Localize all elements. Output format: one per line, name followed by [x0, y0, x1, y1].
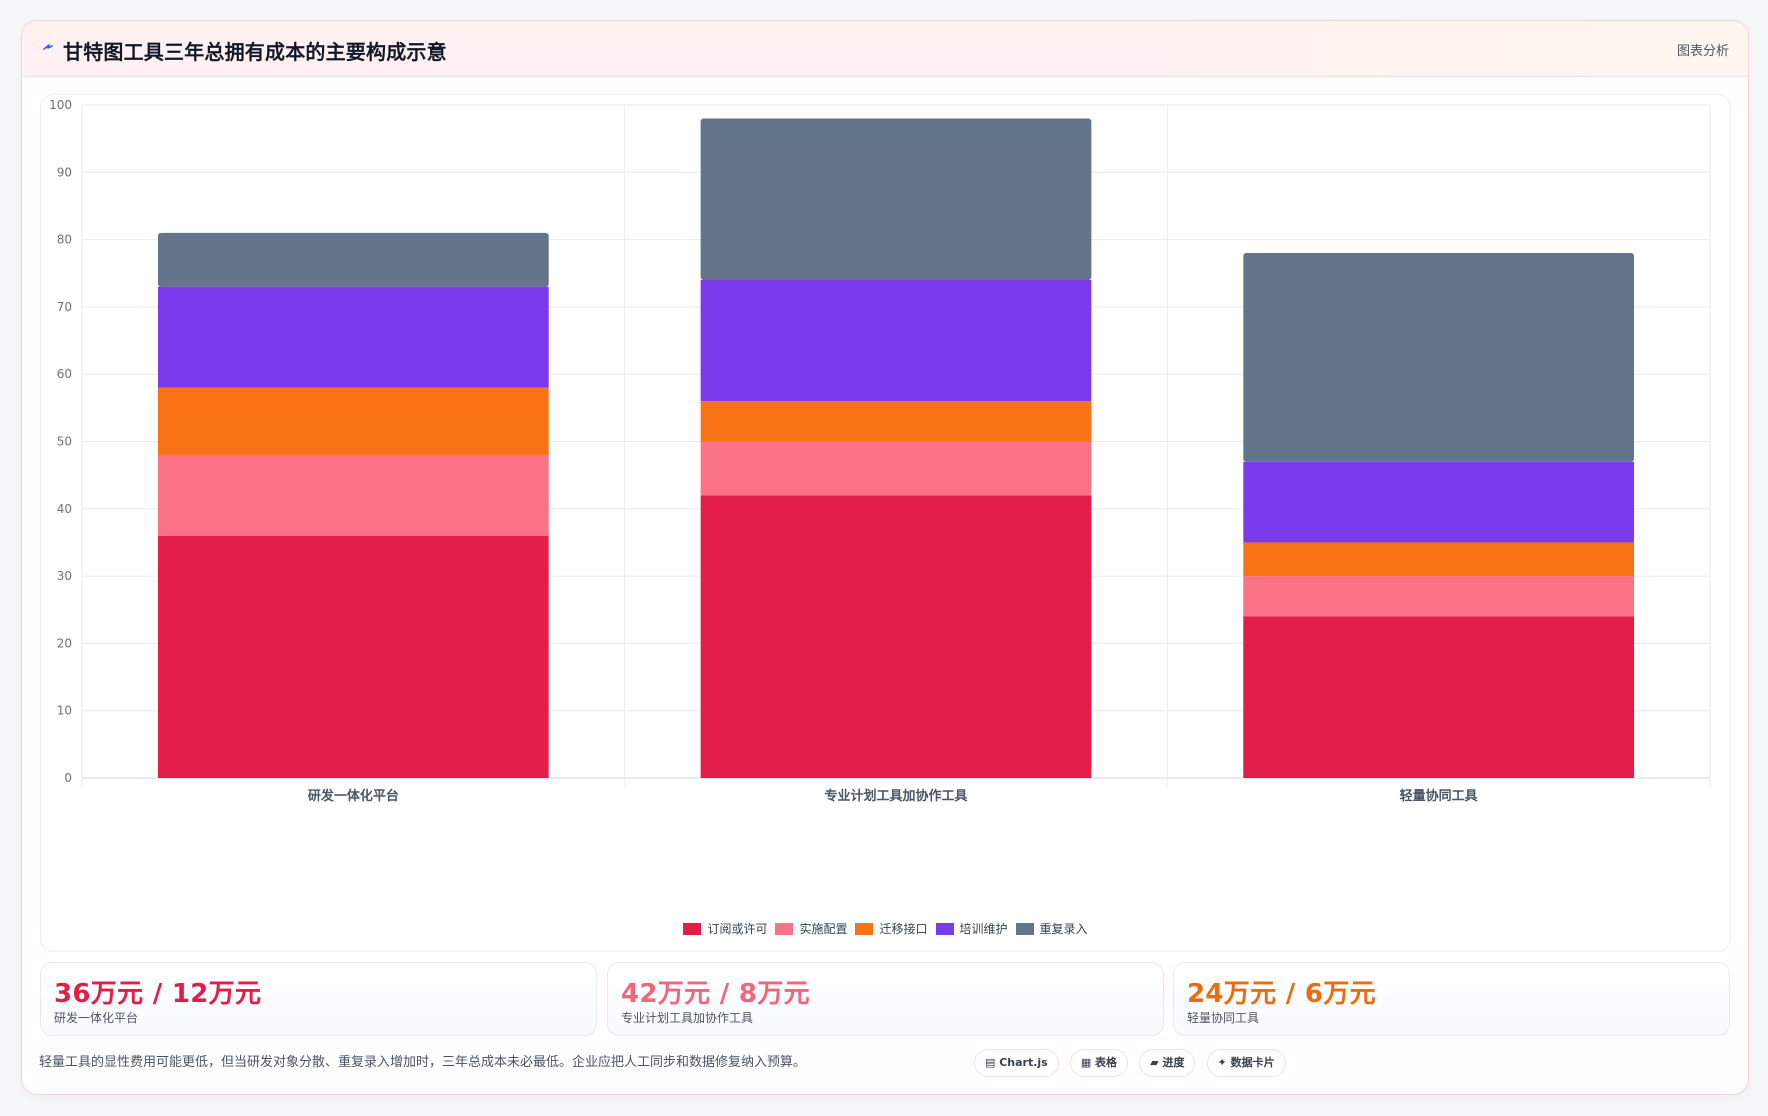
x-tick-label: 研发一体化平台 — [308, 788, 399, 804]
legend-label: 实施配置 — [799, 922, 848, 936]
y-tick-label: 50 — [57, 435, 72, 449]
bar-segment — [157, 232, 549, 287]
feature-chips: ▤ Chart.js ▦ 表格 ▰ 进度 ✦ 数据卡片 — [974, 1049, 1292, 1079]
bar-segment — [157, 387, 549, 455]
chart-card: 甘特图工具三年总拥有成本的主要构成示意 图表分析 0 10 20 30 40 50 60 70… — [21, 20, 1749, 1095]
card-header: 甘特图工具三年总拥有成本的主要构成示意 图表分析 — [22, 21, 1748, 77]
stat-label: 研发一体化平台 — [54, 1011, 139, 1025]
chart-legend: 订阅或许可 实施配置 迁移接口 培训维护 重复录入 — [41, 920, 1730, 940]
bar-segment — [700, 441, 1092, 496]
stat-value: 36万元 / 12万元 — [54, 979, 262, 1009]
stat-value: 24万元 / 6万元 — [1187, 979, 1376, 1009]
legend-label: 订阅或许可 — [707, 922, 768, 936]
bar-segment — [157, 535, 549, 778]
chip-table[interactable]: ▦ 表格 — [1069, 1049, 1129, 1077]
legend-item[interactable]: 迁移接口 — [855, 920, 928, 937]
legend-swatch — [683, 922, 702, 935]
stat-value: 42万元 / 8万元 — [621, 979, 810, 1009]
legend-swatch — [855, 922, 874, 935]
bar-segment — [157, 286, 549, 388]
chart-panel: 0 10 20 30 40 50 60 70 80 90 100 研发一体化平台 专业计划工具加协作工具… — [40, 94, 1731, 952]
stat-label: 轻量协同工具 — [1187, 1011, 1260, 1025]
stat-card-lightweight: 24万元 / 6万元 轻量协同工具 — [1173, 962, 1730, 1036]
bar-segment — [700, 118, 1092, 280]
legend-swatch — [775, 922, 794, 935]
y-tick-label: 30 — [57, 569, 72, 583]
y-tick-label: 80 — [57, 233, 72, 247]
stat-card-rd-platform: 36万元 / 12万元 研发一体化平台 — [40, 962, 597, 1036]
chip-progress[interactable]: ▰ 进度 — [1139, 1049, 1196, 1077]
chip-data-card[interactable]: ✦ 数据卡片 — [1206, 1049, 1286, 1077]
legend-item[interactable]: 订阅或许可 — [683, 920, 767, 937]
bar-segment — [700, 401, 1092, 442]
y-tick-label: 60 — [57, 367, 72, 381]
y-tick-label: 20 — [57, 636, 72, 650]
legend-label: 迁移接口 — [879, 922, 928, 936]
bar-segment — [1243, 616, 1635, 778]
bar-segment — [157, 454, 549, 536]
bar-segment — [1243, 576, 1635, 617]
legend-swatch — [935, 922, 954, 935]
legend-label: 培训维护 — [959, 922, 1008, 936]
footnote: 轻量工具的显性费用可能更低，但当研发对象分散、重复录入增加时，三年总成本未必最低… — [39, 1055, 807, 1070]
bar-segment — [1243, 542, 1635, 577]
bar-segment — [1243, 253, 1635, 462]
lightning-icon — [43, 44, 53, 50]
stat-label: 专业计划工具加协作工具 — [621, 1011, 754, 1025]
y-tick-label: 0 — [64, 771, 72, 785]
stacked-bar-chart: 0 10 20 30 40 50 60 70 80 90 100 研发一体化平台 专业计划工具加协作工具… — [49, 98, 1711, 804]
legend-item[interactable]: 实施配置 — [775, 920, 847, 937]
y-tick-label: 10 — [57, 704, 72, 718]
stat-card-pro-planning: 42万元 / 8万元 专业计划工具加协作工具 — [607, 962, 1164, 1036]
bar-segment — [700, 495, 1092, 778]
x-tick-label: 专业计划工具加协作工具 — [824, 788, 967, 804]
legend-swatch — [1015, 922, 1034, 935]
x-tick-label: 轻量协同工具 — [1400, 788, 1478, 804]
legend-item[interactable]: 重复录入 — [1015, 920, 1088, 937]
y-tick-label: 100 — [49, 98, 72, 112]
y-tick-label: 70 — [57, 300, 72, 314]
y-tick-label: 40 — [57, 502, 72, 516]
y-tick-label: 90 — [57, 165, 72, 179]
bar-segment — [1243, 461, 1635, 543]
chart-title: 甘特图工具三年总拥有成本的主要构成示意 — [63, 40, 447, 64]
legend-label: 重复录入 — [1039, 922, 1088, 936]
bar-segment — [700, 279, 1092, 402]
chip-chartjs[interactable]: ▤ Chart.js — [974, 1049, 1059, 1077]
legend-item[interactable]: 培训维护 — [935, 920, 1008, 937]
chart-analysis-tag: 图表分析 — [1676, 44, 1729, 59]
